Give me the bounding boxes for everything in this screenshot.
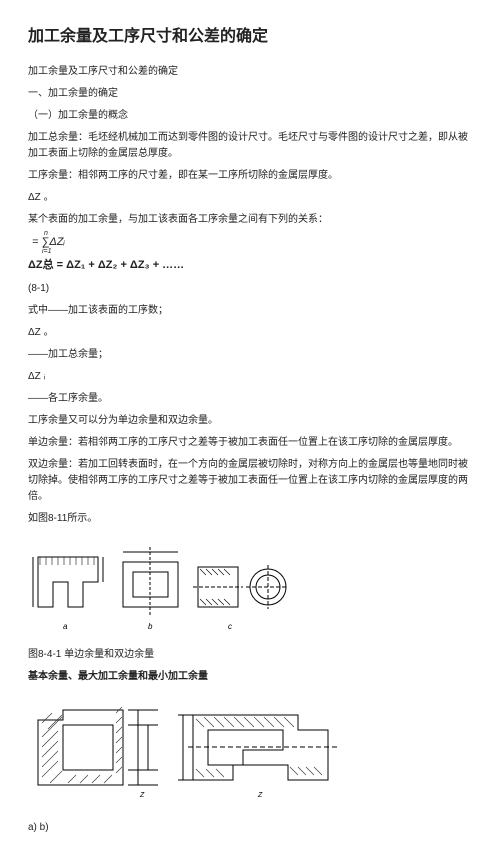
para-where: 式中——加工该表面的工序数； xyxy=(28,303,476,319)
para-classify: 工序余量又可以分为单边余量和双边余量。 xyxy=(28,413,476,429)
section-2: （一）加工余量的概念 xyxy=(28,108,476,124)
para-single: 单边余量：若相邻两工序的工序尺寸之差等于被加工表面任一位置上在该工序切除的金属层… xyxy=(28,435,476,451)
svg-text:a: a xyxy=(63,622,68,631)
figure-8-11: a b c xyxy=(28,537,476,637)
figure-8-4-2: Z Z xyxy=(28,695,476,810)
formula-sum: = ∑ΔZᵢ n i=1 xyxy=(28,234,476,252)
section-1: 一、加工余量的确定 xyxy=(28,86,476,102)
para-dzi: ΔZ ᵢ xyxy=(28,369,476,385)
para-asfig: 如图8-11所示。 xyxy=(28,511,476,527)
para-dz2: ΔZ 。 xyxy=(28,325,476,341)
figure-ab-label: a) b) xyxy=(28,820,476,836)
svg-text:Z: Z xyxy=(257,792,263,799)
formula-expand: ΔZ总 = ΔZ₁ + ΔZ₂ + ΔZ₃ + …… xyxy=(28,257,476,275)
para-dz: ΔZ 。 xyxy=(28,190,476,206)
para-double: 双边余量：若加工回转表面时，在一个方向的金属层被切除时，对称方向上的金属层也等量… xyxy=(28,457,476,505)
page-title: 加工余量及工序尺寸和公差的确定 xyxy=(28,24,476,50)
para-process-allowance: 工序余量：相邻两工序的尺寸差，即在某一工序所切除的金属层厚度。 xyxy=(28,168,476,184)
figure-caption-2: 基本余量、最大加工余量和最小加工余量 xyxy=(28,669,476,685)
subtitle: 加工余量及工序尺寸和公差的确定 xyxy=(28,64,476,80)
svg-text:b: b xyxy=(148,622,153,631)
figure-caption-1: 图8-4-1 单边余量和双边余量 xyxy=(28,647,476,663)
para-each: ——各工序余量。 xyxy=(28,391,476,407)
svg-text:Z: Z xyxy=(139,792,145,799)
svg-text:c: c xyxy=(228,622,232,631)
para-relation: 某个表面的加工余量，与加工该表面各工序余量之间有下列的关系： xyxy=(28,212,476,228)
para-total-allowance: 加工总余量：毛坯经机械加工而达到零件图的设计尺寸。毛坯尺寸与零件图的设计尺寸之差… xyxy=(28,130,476,162)
para-total: ——加工总余量； xyxy=(28,347,476,363)
eq-number: (8-1) xyxy=(28,281,476,297)
